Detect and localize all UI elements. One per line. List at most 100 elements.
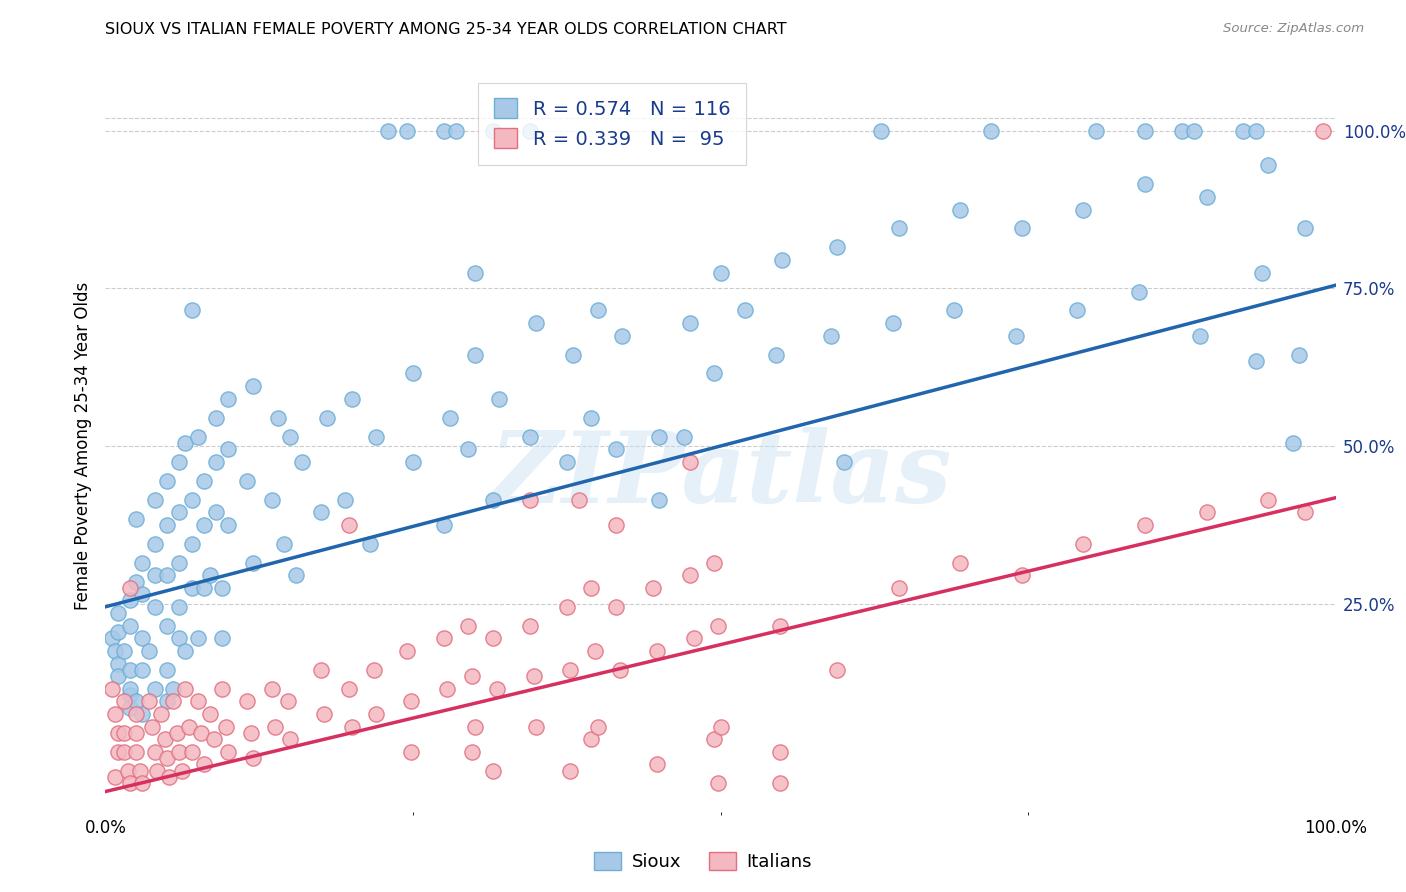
- Point: [457, 442, 479, 457]
- Point: [1232, 124, 1254, 138]
- Point: [131, 587, 153, 601]
- Point: [141, 720, 163, 734]
- Point: [645, 757, 668, 772]
- Point: [242, 751, 264, 765]
- Point: [703, 732, 725, 747]
- Point: [555, 455, 578, 469]
- Point: [1294, 221, 1316, 235]
- Point: [1312, 124, 1334, 138]
- Point: [187, 694, 209, 708]
- Point: [1133, 124, 1156, 138]
- Point: [202, 732, 225, 747]
- Point: [560, 663, 582, 677]
- Point: [277, 694, 299, 708]
- Point: [765, 348, 787, 362]
- Point: [239, 726, 262, 740]
- Point: [143, 492, 166, 507]
- Point: [605, 517, 627, 532]
- Point: [193, 517, 215, 532]
- Point: [586, 720, 609, 734]
- Point: [568, 492, 591, 507]
- Point: [125, 511, 148, 525]
- Point: [149, 706, 172, 721]
- Point: [218, 392, 240, 406]
- Point: [399, 745, 422, 759]
- Point: [107, 669, 129, 683]
- Point: [1073, 537, 1095, 551]
- Point: [827, 240, 849, 254]
- Point: [169, 599, 191, 614]
- Point: [169, 745, 191, 759]
- Point: [138, 694, 160, 708]
- Point: [1189, 328, 1212, 343]
- Point: [125, 694, 148, 708]
- Point: [609, 663, 631, 677]
- Point: [156, 694, 179, 708]
- Point: [402, 455, 425, 469]
- Point: [1182, 124, 1205, 138]
- Point: [166, 726, 188, 740]
- Text: ZIPatlas: ZIPatlas: [489, 427, 952, 524]
- Point: [335, 492, 357, 507]
- Point: [464, 348, 486, 362]
- Point: [769, 776, 792, 790]
- Point: [1257, 492, 1279, 507]
- Point: [169, 455, 191, 469]
- Point: [707, 776, 730, 790]
- Point: [337, 517, 360, 532]
- Point: [156, 663, 179, 677]
- Point: [433, 632, 456, 646]
- Point: [193, 581, 215, 595]
- Point: [198, 706, 221, 721]
- Point: [187, 429, 209, 443]
- Point: [827, 663, 849, 677]
- Text: SIOUX VS ITALIAN FEMALE POVERTY AMONG 25-34 YEAR OLDS CORRELATION CHART: SIOUX VS ITALIAN FEMALE POVERTY AMONG 25…: [105, 22, 787, 37]
- Point: [610, 328, 633, 343]
- Point: [605, 599, 627, 614]
- Point: [1128, 285, 1150, 299]
- Point: [104, 770, 127, 784]
- Point: [174, 681, 197, 696]
- Point: [174, 644, 197, 658]
- Point: [439, 410, 461, 425]
- Point: [820, 328, 842, 343]
- Point: [395, 124, 418, 138]
- Point: [605, 442, 627, 457]
- Point: [1294, 505, 1316, 519]
- Point: [359, 537, 381, 551]
- Point: [519, 618, 541, 632]
- Point: [264, 720, 287, 734]
- Point: [143, 599, 166, 614]
- Point: [1066, 303, 1088, 318]
- Point: [734, 303, 756, 318]
- Point: [112, 644, 135, 658]
- Point: [679, 568, 702, 582]
- Point: [180, 581, 202, 595]
- Point: [120, 618, 141, 632]
- Point: [482, 632, 505, 646]
- Point: [337, 681, 360, 696]
- Point: [215, 720, 238, 734]
- Point: [218, 745, 240, 759]
- Point: [433, 124, 456, 138]
- Point: [218, 517, 240, 532]
- Point: [169, 632, 191, 646]
- Point: [143, 568, 166, 582]
- Point: [519, 124, 541, 138]
- Point: [125, 745, 148, 759]
- Point: [170, 764, 193, 778]
- Point: [236, 694, 259, 708]
- Point: [107, 657, 129, 671]
- Point: [260, 681, 283, 696]
- Point: [769, 618, 792, 632]
- Point: [190, 726, 212, 740]
- Point: [120, 593, 141, 607]
- Point: [120, 663, 141, 677]
- Point: [125, 574, 148, 589]
- Point: [159, 770, 180, 784]
- Point: [710, 720, 733, 734]
- Point: [169, 556, 191, 570]
- Point: [156, 751, 179, 765]
- Point: [131, 776, 153, 790]
- Point: [156, 618, 179, 632]
